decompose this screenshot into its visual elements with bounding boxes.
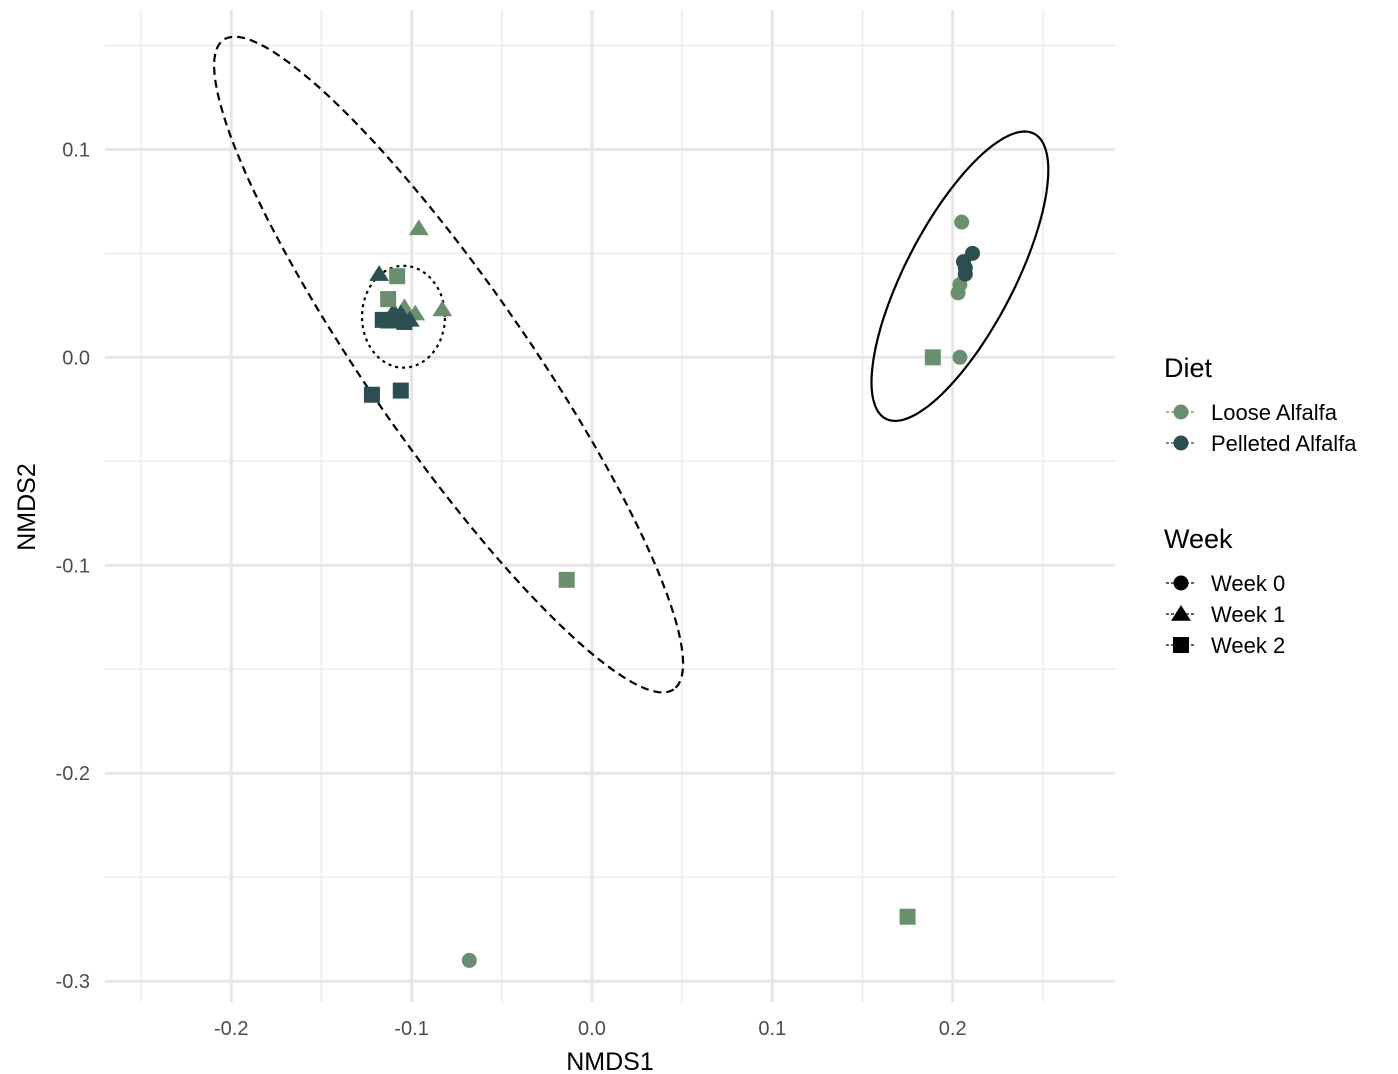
- y-tick-label: -0.1: [56, 555, 90, 577]
- confidence-ellipses: [212, 35, 1050, 694]
- legend-key-circle: [1173, 575, 1189, 591]
- x-axis-title: NMDS1: [566, 1048, 654, 1074]
- data-point: [380, 291, 397, 308]
- y-tick-label: 0.0: [62, 347, 90, 369]
- y-tick-label: 0.1: [62, 139, 90, 161]
- x-tick-label: 0.2: [939, 1018, 967, 1040]
- dashed-ellipse: [212, 35, 685, 694]
- legend-week-title: Week: [1164, 524, 1233, 554]
- data-point: [369, 265, 390, 281]
- legend-diet-title: Diet: [1164, 353, 1213, 383]
- dotted-ellipse: [360, 264, 447, 369]
- data-point: [924, 349, 941, 366]
- legend: Diet Loose Alfalfa Pelleted Alfalfa Week …: [1164, 353, 1357, 658]
- y-tick-label: -0.3: [56, 971, 90, 993]
- x-tick-labels: -0.2 -0.1 0.0 0.1 0.2: [214, 1018, 967, 1040]
- data-point: [392, 382, 409, 399]
- data-point: [950, 285, 966, 301]
- data-point: [408, 219, 429, 236]
- x-tick-label: -0.2: [214, 1018, 248, 1040]
- legend-key-triangle: [1171, 605, 1191, 621]
- legend-week-label: Week 2: [1211, 633, 1285, 658]
- solid-ellipse: [870, 130, 1050, 423]
- data-point: [396, 313, 413, 330]
- x-tick-label: 0.1: [758, 1018, 786, 1040]
- legend-diet-label: Pelleted Alfalfa: [1211, 431, 1357, 456]
- data-point: [389, 268, 406, 285]
- data-point: [954, 214, 970, 230]
- data-point: [432, 300, 453, 317]
- legend-key-circle: [1173, 435, 1189, 451]
- legend-week-items: Week 0 Week 1 Week 2: [1166, 571, 1285, 658]
- legend-key-square: [1173, 637, 1189, 653]
- data-point: [952, 349, 968, 365]
- data-point: [363, 386, 380, 403]
- minor-gridlines: [105, 10, 1115, 1002]
- data-points: [363, 214, 981, 968]
- major-gridlines: [105, 10, 1115, 1002]
- x-tick-label: -0.1: [394, 1018, 428, 1040]
- legend-week-label: Week 1: [1211, 602, 1285, 627]
- legend-diet-items: Loose Alfalfa Pelleted Alfalfa: [1166, 400, 1357, 456]
- y-axis-title: NMDS2: [13, 463, 41, 551]
- data-point: [957, 266, 973, 282]
- data-point: [899, 908, 916, 925]
- x-tick-label: 0.0: [578, 1018, 606, 1040]
- legend-key-circle: [1173, 404, 1189, 420]
- legend-diet-label: Loose Alfalfa: [1211, 400, 1338, 425]
- data-point: [558, 571, 575, 588]
- y-tick-labels: -0.3 -0.2 -0.1 0.0 0.1: [56, 139, 90, 993]
- data-point: [461, 952, 477, 968]
- y-tick-label: -0.2: [56, 763, 90, 785]
- legend-week-label: Week 0: [1211, 571, 1285, 596]
